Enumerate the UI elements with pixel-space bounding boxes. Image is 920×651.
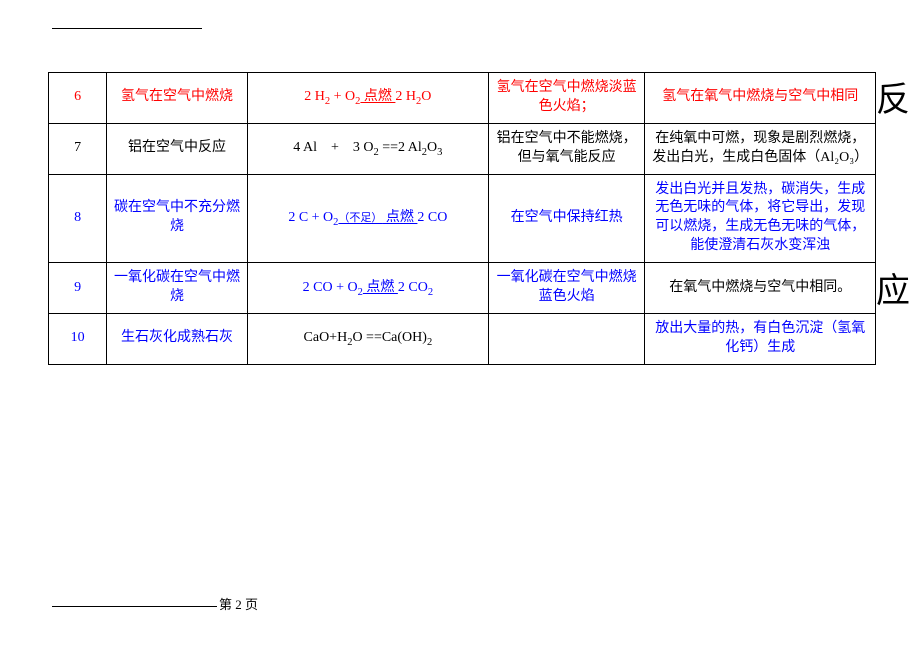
side-category-label: 反 应 [876, 72, 910, 312]
reaction-name: 生石灰化成熟石灰 [107, 313, 248, 364]
side-char: 应 [876, 263, 910, 312]
phenomenon: 氢气在空气中燃烧淡蓝色火焰； [488, 73, 645, 124]
table-row: 7 铝在空气中反应 4 Al + 3 O2 ==2 Al2O3 铝在空气中不能燃… [49, 123, 876, 174]
reaction-name: 铝在空气中反应 [107, 123, 248, 174]
phenomenon: 在空气中保持红热 [488, 174, 645, 263]
note: 放出大量的热，有白色沉淀（氢氧化钙）生成 [645, 313, 876, 364]
footer-rule [52, 606, 217, 607]
table-row: 9 一氧化碳在空气中燃烧 2 CO + O2 点燃 2 CO2 一氧化碳在空气中… [49, 263, 876, 314]
table-row: 6 氢气在空气中燃烧 2 H2 + O2 点燃 2 H2O 氢气在空气中燃烧淡蓝… [49, 73, 876, 124]
reaction-equation: 2 C + O2（不足） 点燃 2 CO [247, 174, 488, 263]
phenomenon: 一氧化碳在空气中燃烧蓝色火焰 [488, 263, 645, 314]
row-number: 10 [49, 313, 107, 364]
table-row: 10 生石灰化成熟石灰 CaO+H2O ==Ca(OH)2 放出大量的热，有白色… [49, 313, 876, 364]
note: 在氧气中燃烧与空气中相同。 [645, 263, 876, 314]
reaction-name: 碳在空气中不充分燃烧 [107, 174, 248, 263]
row-number: 8 [49, 174, 107, 263]
row-number: 9 [49, 263, 107, 314]
reaction-equation: CaO+H2O ==Ca(OH)2 [247, 313, 488, 364]
reaction-equation: 2 CO + O2 点燃 2 CO2 [247, 263, 488, 314]
phenomenon [488, 313, 645, 364]
row-number: 7 [49, 123, 107, 174]
note: 氢气在氧气中燃烧与空气中相同 [645, 73, 876, 124]
note: 在纯氧中可燃，现象是剧烈燃烧，发出白光，生成白色固体（Al₂O₃） [645, 123, 876, 174]
page-number: 第 2 页 [219, 597, 258, 612]
reaction-name: 一氧化碳在空气中燃烧 [107, 263, 248, 314]
side-char: 反 [876, 72, 910, 121]
row-number: 6 [49, 73, 107, 124]
reaction-name: 氢气在空气中燃烧 [107, 73, 248, 124]
reaction-equation: 2 H2 + O2 点燃 2 H2O [247, 73, 488, 124]
table-row: 8 碳在空气中不充分燃烧 2 C + O2（不足） 点燃 2 CO 在空气中保持… [49, 174, 876, 263]
reaction-equation: 4 Al + 3 O2 ==2 Al2O3 [247, 123, 488, 174]
note: 发出白光并且发热，碳消失，生成无色无味的气体，将它导出，发现可以燃烧，生成无色无… [645, 174, 876, 263]
page-footer: 第 2 页 [52, 594, 258, 613]
phenomenon: 铝在空气中不能燃烧，但与氧气能反应 [488, 123, 645, 174]
header-rule [52, 28, 202, 29]
chemistry-table: 6 氢气在空气中燃烧 2 H2 + O2 点燃 2 H2O 氢气在空气中燃烧淡蓝… [48, 72, 876, 365]
